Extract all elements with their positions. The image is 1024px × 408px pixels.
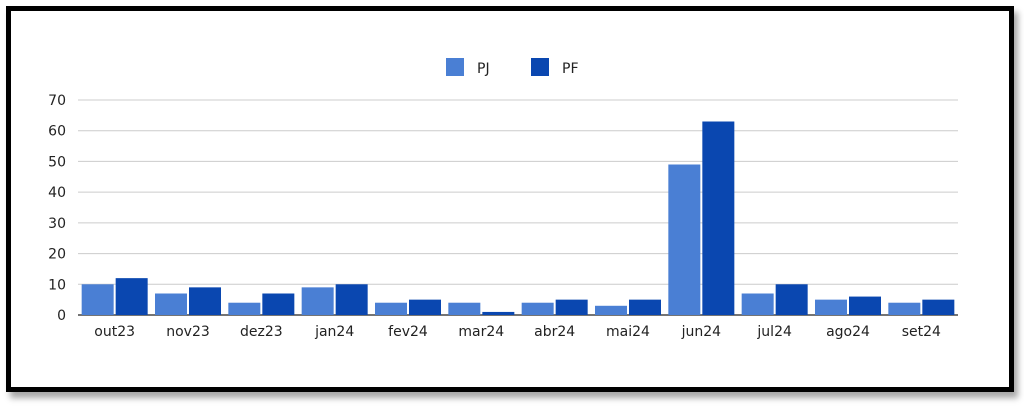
y-tick-label: 10: [48, 277, 66, 293]
chart-frame: [6, 6, 1014, 392]
x-tick-label: jan24: [314, 324, 354, 340]
x-tick-label: fev24: [388, 324, 428, 340]
bar-pj-jul24: [741, 293, 774, 315]
x-tick-label: mar24: [458, 324, 504, 340]
bar-pj-set24: [888, 302, 921, 315]
bar-pf-fev24: [409, 299, 441, 315]
x-tick-label: ago24: [826, 324, 870, 340]
y-tick-label: 50: [48, 154, 66, 170]
legend-label-pj: PJ: [477, 61, 490, 77]
x-tick-label: dez23: [240, 324, 283, 340]
bar-pf-ago24: [849, 296, 881, 315]
y-tick-label: 60: [48, 124, 66, 140]
bar-pf-set24: [922, 299, 955, 315]
bar-pj-jan24: [301, 287, 334, 315]
y-axis-ticks: 0 10 20 30 40 50 60 70: [48, 93, 66, 324]
bar-pj-mai24: [595, 305, 627, 315]
bars: [81, 121, 955, 315]
y-tick-label: 40: [48, 185, 66, 201]
x-tick-label: nov23: [166, 324, 210, 340]
x-tick-label: out23: [94, 324, 135, 340]
grid-lines: [78, 99, 958, 316]
bar-pf-jul24: [775, 284, 808, 315]
legend-swatch-pf: [531, 58, 549, 76]
bar-pf-dez23: [262, 293, 295, 315]
legend-label-pf: PF: [562, 61, 579, 77]
x-tick-label: mai24: [606, 324, 650, 340]
bar-pf-mai24: [629, 299, 661, 315]
bar-pf-nov23: [189, 287, 221, 315]
bar-pf-out23: [115, 278, 148, 315]
y-tick-label: 20: [48, 247, 66, 263]
bar-pj-abr24: [521, 302, 554, 315]
x-tick-label: jul24: [756, 324, 792, 340]
bar-pj-jun24: [668, 164, 701, 315]
bar-pj-mar24: [448, 302, 481, 315]
y-tick-label: 0: [57, 308, 66, 324]
bar-pf-jan24: [335, 284, 368, 315]
x-tick-label: set24: [902, 324, 941, 340]
bar-pf-mar24: [482, 311, 515, 315]
x-tick-label: abr24: [534, 324, 575, 340]
bar-pj-out23: [81, 284, 114, 315]
bar-pf-jun24: [702, 121, 735, 315]
x-tick-label: jun24: [681, 324, 722, 340]
y-tick-label: 70: [48, 93, 66, 109]
legend-swatch-pj: [446, 58, 464, 76]
bar-pj-fev24: [375, 302, 407, 315]
bar-pj-dez23: [228, 302, 261, 315]
bar-pj-nov23: [155, 293, 187, 315]
bar-pf-abr24: [555, 299, 588, 315]
y-tick-label: 30: [48, 216, 66, 232]
x-axis-ticks: out23 nov23 dez23 jan24 fev24 mar24 abr24 mai24…: [94, 324, 941, 340]
legend: PJ PF: [446, 58, 579, 77]
bar-pj-ago24: [815, 299, 847, 315]
